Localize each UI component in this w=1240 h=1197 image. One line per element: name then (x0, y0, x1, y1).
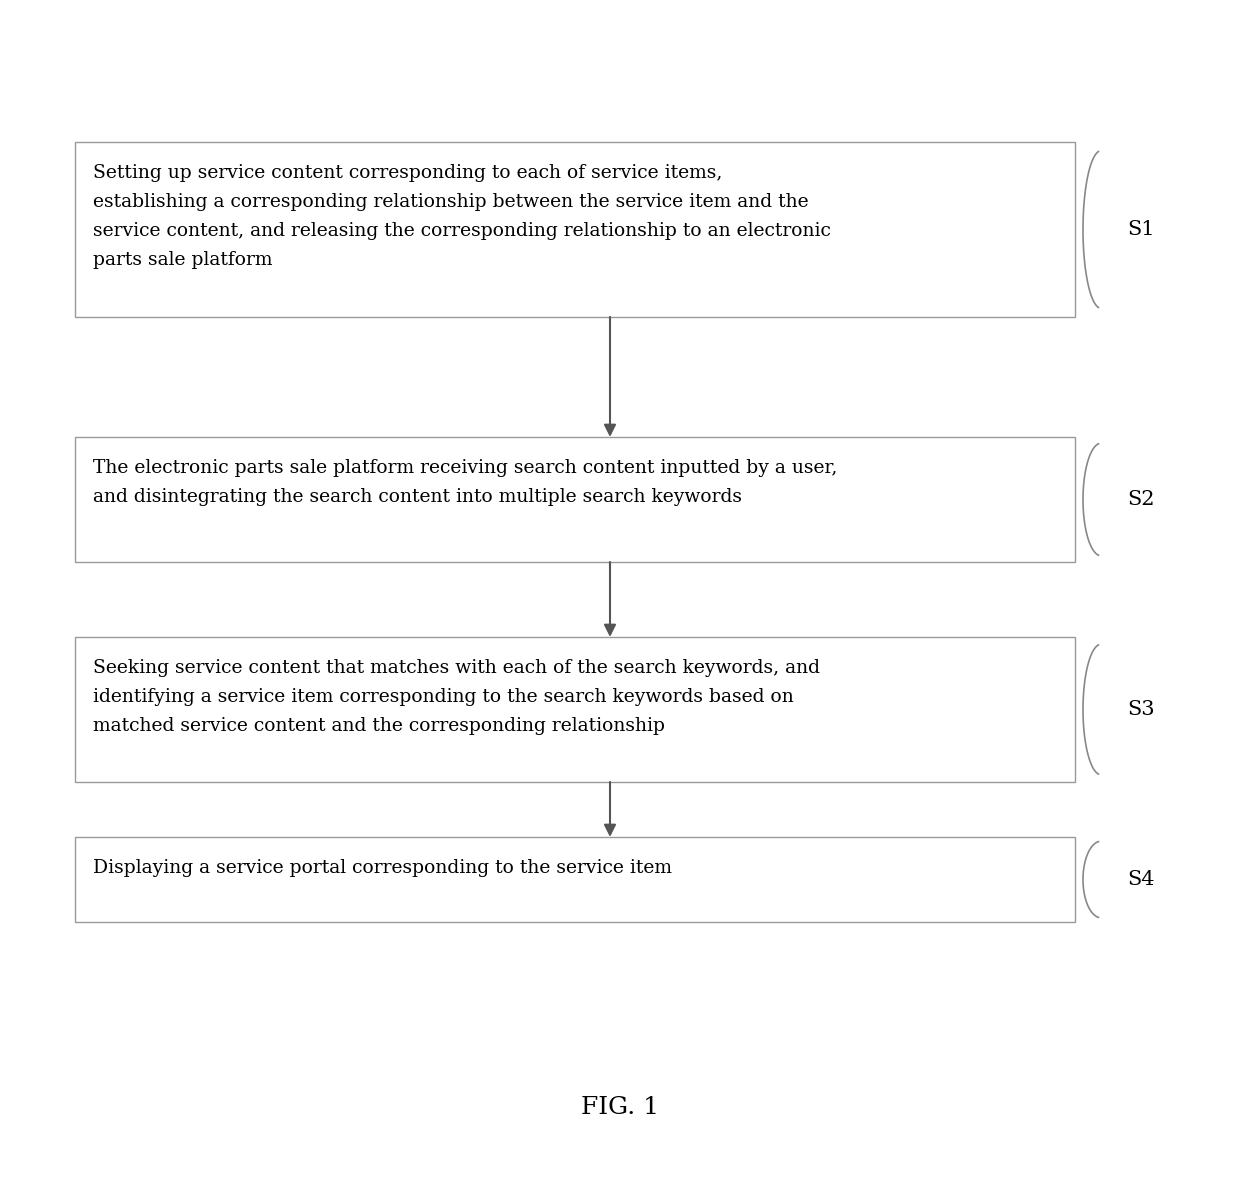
FancyBboxPatch shape (74, 142, 1075, 317)
Text: S4: S4 (1127, 870, 1154, 889)
Text: The electronic parts sale platform receiving search content inputted by a user,: The electronic parts sale platform recei… (93, 458, 837, 476)
Text: and disintegrating the search content into multiple search keywords: and disintegrating the search content in… (93, 488, 742, 506)
FancyBboxPatch shape (74, 837, 1075, 922)
Text: S2: S2 (1127, 490, 1154, 509)
Text: Setting up service content corresponding to each of service items,: Setting up service content corresponding… (93, 164, 723, 182)
Text: matched service content and the corresponding relationship: matched service content and the correspo… (93, 717, 665, 735)
FancyBboxPatch shape (74, 437, 1075, 563)
FancyBboxPatch shape (74, 637, 1075, 782)
Text: Seeking service content that matches with each of the search keywords, and: Seeking service content that matches wit… (93, 660, 820, 678)
Text: S1: S1 (1127, 220, 1154, 239)
Text: FIG. 1: FIG. 1 (582, 1095, 658, 1118)
Text: parts sale platform: parts sale platform (93, 251, 273, 269)
Text: establishing a corresponding relationship between the service item and the: establishing a corresponding relationshi… (93, 193, 808, 211)
Text: service content, and releasing the corresponding relationship to an electronic: service content, and releasing the corre… (93, 223, 831, 241)
Text: identifying a service item corresponding to the search keywords based on: identifying a service item corresponding… (93, 688, 794, 706)
Text: Displaying a service portal corresponding to the service item: Displaying a service portal correspondin… (93, 859, 672, 877)
Text: S3: S3 (1127, 700, 1154, 719)
